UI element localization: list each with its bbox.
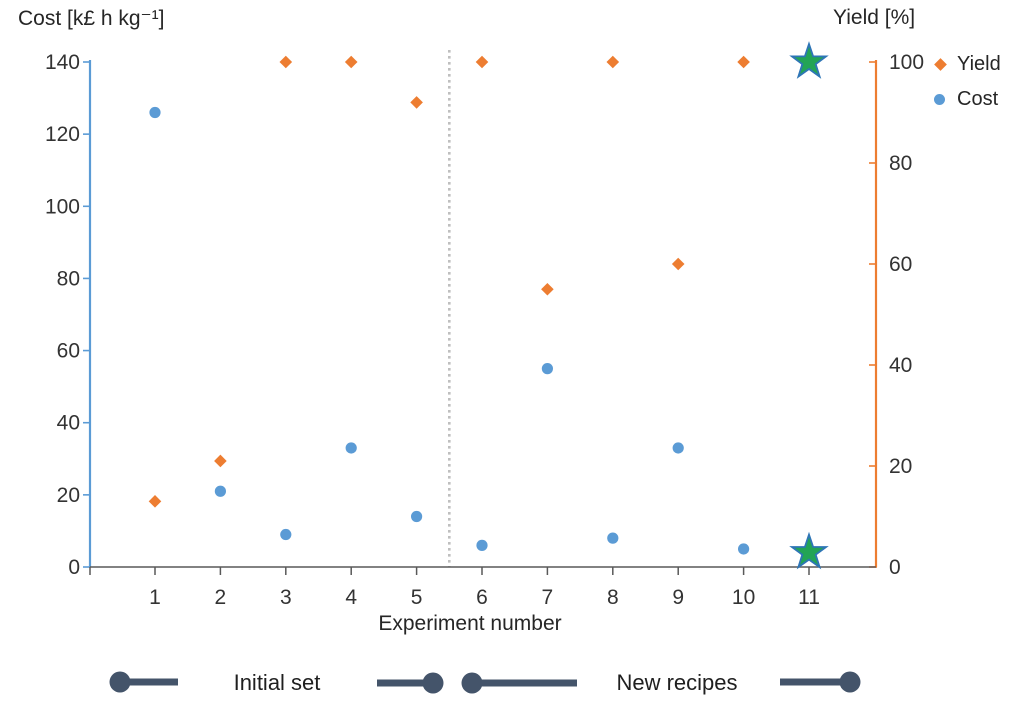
best-yield-star-icon xyxy=(789,41,829,79)
cost-tick-label: 0 xyxy=(68,556,80,579)
x-axis-title: Experiment number xyxy=(378,612,562,635)
left-axis-title: Cost [k£ h kg⁻¹] xyxy=(18,7,165,30)
yield-point xyxy=(344,55,358,69)
cost-point xyxy=(345,442,357,454)
yield-point xyxy=(541,282,554,296)
yield-point xyxy=(148,495,162,508)
cost-point xyxy=(280,528,292,541)
initial-set-range-dot xyxy=(422,672,444,694)
cost-point xyxy=(672,442,684,454)
legend-item-yield: Yield xyxy=(934,52,1001,76)
legend: Yield Cost xyxy=(934,52,1001,122)
x-tick-label: 5 xyxy=(411,586,423,609)
cost-point xyxy=(411,510,423,523)
cost-tick-label: 80 xyxy=(57,267,80,290)
cost-point xyxy=(607,532,619,544)
x-tick-label: 8 xyxy=(607,586,619,609)
yield-tick-label: 100 xyxy=(889,51,924,74)
new-recipes-range-dot xyxy=(461,672,483,694)
cost-point xyxy=(738,543,750,555)
x-tick-label: 2 xyxy=(215,586,227,609)
cost-tick-label: 140 xyxy=(45,51,80,74)
yield-tick-label: 0 xyxy=(889,556,901,579)
new-recipes-range-dot xyxy=(839,671,861,693)
diamond-icon xyxy=(934,57,947,71)
group-label-initial-set: Initial set xyxy=(233,670,321,695)
legend-label-yield: Yield xyxy=(957,52,1001,75)
x-tick-label: 10 xyxy=(732,586,755,609)
best-cost-star-icon xyxy=(789,531,829,570)
x-tick-label: 7 xyxy=(542,586,554,609)
cost-point xyxy=(214,485,226,497)
yield-point xyxy=(737,55,750,69)
x-tick-label: 4 xyxy=(345,586,357,609)
x-tick-label: 1 xyxy=(149,586,161,609)
cost-tick-label: 20 xyxy=(57,484,80,507)
yield-point xyxy=(279,55,293,69)
yield-point xyxy=(606,55,620,69)
cost-point xyxy=(149,106,161,119)
legend-item-cost: Cost xyxy=(934,87,1001,111)
yield-point xyxy=(214,454,227,468)
cost-tick-label: 100 xyxy=(45,195,80,218)
legend-label-cost: Cost xyxy=(957,87,999,110)
x-tick-label: 9 xyxy=(672,586,684,609)
yield-tick-label: 60 xyxy=(889,253,912,276)
x-tick-label: 6 xyxy=(476,586,488,609)
yield-tick-label: 20 xyxy=(889,455,912,478)
initial-set-range-dot xyxy=(109,671,131,693)
cost-point xyxy=(541,363,554,375)
circle-icon xyxy=(934,93,945,105)
group-label-new-recipes: New recipes xyxy=(616,670,738,695)
yield-tick-label: 40 xyxy=(889,354,912,377)
yield-point xyxy=(475,55,489,69)
cost-tick-label: 40 xyxy=(57,412,80,435)
yield-point xyxy=(671,257,685,271)
x-tick-label: 3 xyxy=(280,586,292,609)
cost-tick-label: 60 xyxy=(57,340,80,363)
cost-point xyxy=(476,539,488,551)
cost-tick-label: 120 xyxy=(45,123,80,146)
yield-tick-label: 80 xyxy=(889,152,912,175)
right-axis-title: Yield [%] xyxy=(833,6,916,29)
x-tick-label: 11 xyxy=(798,586,820,609)
yield-point xyxy=(410,96,423,109)
